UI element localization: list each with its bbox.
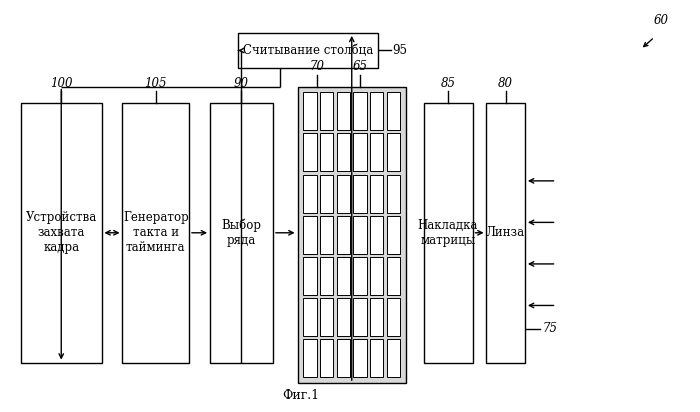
Text: Фиг.1: Фиг.1 <box>282 389 320 402</box>
Bar <box>370 133 384 171</box>
Text: Генератор
такта и
тайминга: Генератор такта и тайминга <box>123 211 188 254</box>
Bar <box>122 103 189 363</box>
Bar <box>21 103 102 363</box>
Bar <box>337 257 350 295</box>
Bar <box>304 175 316 213</box>
Bar <box>304 133 316 171</box>
Text: 85: 85 <box>440 77 456 90</box>
Text: 105: 105 <box>144 77 167 90</box>
Bar <box>320 92 333 130</box>
Bar <box>370 298 384 336</box>
Bar <box>370 216 384 254</box>
Bar <box>387 339 400 377</box>
Text: 90: 90 <box>234 77 249 90</box>
Bar <box>387 257 400 295</box>
Bar <box>320 133 333 171</box>
Text: 100: 100 <box>50 77 73 90</box>
Text: 60: 60 <box>654 14 669 27</box>
Bar <box>424 103 473 363</box>
Text: Линза: Линза <box>486 226 525 239</box>
Bar <box>354 339 367 377</box>
Bar <box>370 92 384 130</box>
Bar <box>304 339 316 377</box>
Bar <box>320 175 333 213</box>
Bar <box>354 175 367 213</box>
Bar <box>387 92 400 130</box>
Bar <box>387 133 400 171</box>
Bar <box>337 298 350 336</box>
Bar <box>298 87 406 383</box>
Bar <box>337 92 350 130</box>
Bar <box>304 216 316 254</box>
Text: Устройства
захвата
кадра: Устройства захвата кадра <box>26 211 97 254</box>
Bar <box>370 339 384 377</box>
Bar <box>354 216 367 254</box>
Bar <box>354 298 367 336</box>
Bar <box>210 103 273 363</box>
Bar <box>320 339 333 377</box>
Bar <box>354 92 367 130</box>
Bar <box>387 298 400 336</box>
Bar <box>304 298 316 336</box>
Bar <box>337 339 350 377</box>
Bar <box>238 33 378 68</box>
Text: Накладка
матрицы: Накладка матрицы <box>418 219 478 247</box>
Bar <box>304 92 316 130</box>
Bar <box>486 103 525 363</box>
Bar <box>370 257 384 295</box>
Bar <box>387 175 400 213</box>
Bar <box>337 175 350 213</box>
Bar <box>320 216 333 254</box>
Bar <box>354 257 367 295</box>
Text: Считывание столбца: Считывание столбца <box>243 44 373 57</box>
Text: 75: 75 <box>542 322 557 335</box>
Bar <box>320 257 333 295</box>
Bar <box>320 298 333 336</box>
Text: 95: 95 <box>392 44 407 57</box>
Bar <box>337 216 350 254</box>
Bar <box>354 133 367 171</box>
Bar <box>387 216 400 254</box>
Text: 70: 70 <box>309 60 325 73</box>
Text: Выбор
ряда: Выбор ряда <box>221 218 262 247</box>
Bar <box>304 257 316 295</box>
Bar <box>370 175 384 213</box>
Text: 65: 65 <box>353 60 368 73</box>
Text: 80: 80 <box>498 77 513 90</box>
Bar <box>337 133 350 171</box>
